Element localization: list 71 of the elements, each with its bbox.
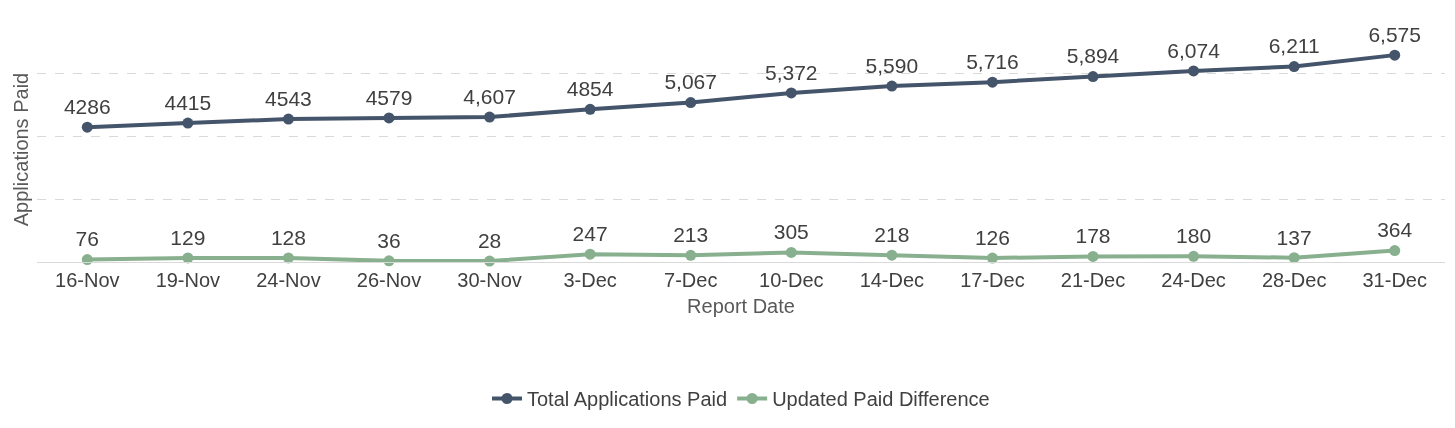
x-tick-label: 19-Nov xyxy=(155,269,221,291)
x-tick-label: 16-Nov xyxy=(55,269,120,291)
data-label: 36 xyxy=(377,228,401,252)
point xyxy=(282,252,294,264)
data-label: 213 xyxy=(673,223,709,247)
data-label: 5,894 xyxy=(1066,44,1120,68)
point xyxy=(383,112,395,124)
data-label: 28 xyxy=(477,228,502,252)
x-tick-label: 24-Dec xyxy=(1161,269,1226,291)
data-label: 180 xyxy=(1176,224,1212,248)
point xyxy=(1288,61,1300,73)
data-label: 128 xyxy=(270,225,306,249)
point xyxy=(182,117,194,129)
point xyxy=(986,76,998,88)
data-label: 4286 xyxy=(63,95,111,119)
data-label: 5,372 xyxy=(765,60,818,84)
point xyxy=(1087,250,1099,262)
point xyxy=(785,87,797,99)
data-label: 4543 xyxy=(265,86,312,110)
data-label: 5,716 xyxy=(966,50,1019,74)
data-label: 6,575 xyxy=(1368,23,1421,46)
data-label: 4,607 xyxy=(463,84,516,108)
point xyxy=(1087,71,1099,83)
point xyxy=(986,252,998,264)
data-label: 305 xyxy=(773,220,809,244)
legend-label: Total Applications Paid xyxy=(527,388,728,411)
point xyxy=(886,80,898,92)
x-tick-label: 24-Nov xyxy=(256,269,321,291)
point xyxy=(1188,65,1200,77)
y-axis-title: Applications Paid xyxy=(9,72,32,227)
x-tick-label: 30-Nov xyxy=(457,269,522,291)
x-tick-label: 7-Dec xyxy=(664,269,718,291)
point xyxy=(886,249,898,261)
x-tick-label: 21-Dec xyxy=(1060,269,1126,291)
point xyxy=(685,249,697,261)
data-label: 129 xyxy=(170,225,206,249)
point xyxy=(785,246,797,258)
data-label: 4854 xyxy=(566,77,614,101)
point xyxy=(685,97,697,109)
x-tick-label: 10-Dec xyxy=(759,269,824,291)
point xyxy=(1389,245,1401,257)
point xyxy=(282,113,294,125)
point xyxy=(1288,252,1300,264)
x-tick-label: 28-Dec xyxy=(1261,269,1327,291)
x-tick-label: 14-Dec xyxy=(859,269,925,291)
point xyxy=(81,121,93,133)
data-label: 364 xyxy=(1377,218,1413,242)
data-label: 137 xyxy=(1276,225,1312,249)
point xyxy=(584,248,596,260)
data-label: 6,074 xyxy=(1167,38,1221,62)
data-label: 178 xyxy=(1075,224,1111,248)
data-label: 4415 xyxy=(164,90,212,114)
data-label: 5,590 xyxy=(865,53,919,77)
data-label: 76 xyxy=(75,227,99,251)
data-label: 247 xyxy=(572,222,608,246)
x-axis-title: Report Date xyxy=(687,294,795,317)
data-label: 4579 xyxy=(365,85,413,109)
x-tick-label: 3-Dec xyxy=(563,269,617,291)
legend-label: Updated Paid Difference xyxy=(772,388,990,411)
data-label: 126 xyxy=(974,225,1010,249)
point xyxy=(584,103,596,115)
x-tick-label: 26-Nov xyxy=(356,269,422,291)
data-label: 218 xyxy=(874,223,910,247)
x-tick-label: 31-Dec xyxy=(1362,269,1427,291)
point xyxy=(1389,49,1401,61)
x-tick-label: 17-Dec xyxy=(960,269,1025,291)
point xyxy=(81,254,93,266)
point xyxy=(484,111,496,123)
data-label: 6,211 xyxy=(1268,34,1320,58)
data-label: 5,067 xyxy=(664,70,717,94)
point xyxy=(1188,250,1200,262)
